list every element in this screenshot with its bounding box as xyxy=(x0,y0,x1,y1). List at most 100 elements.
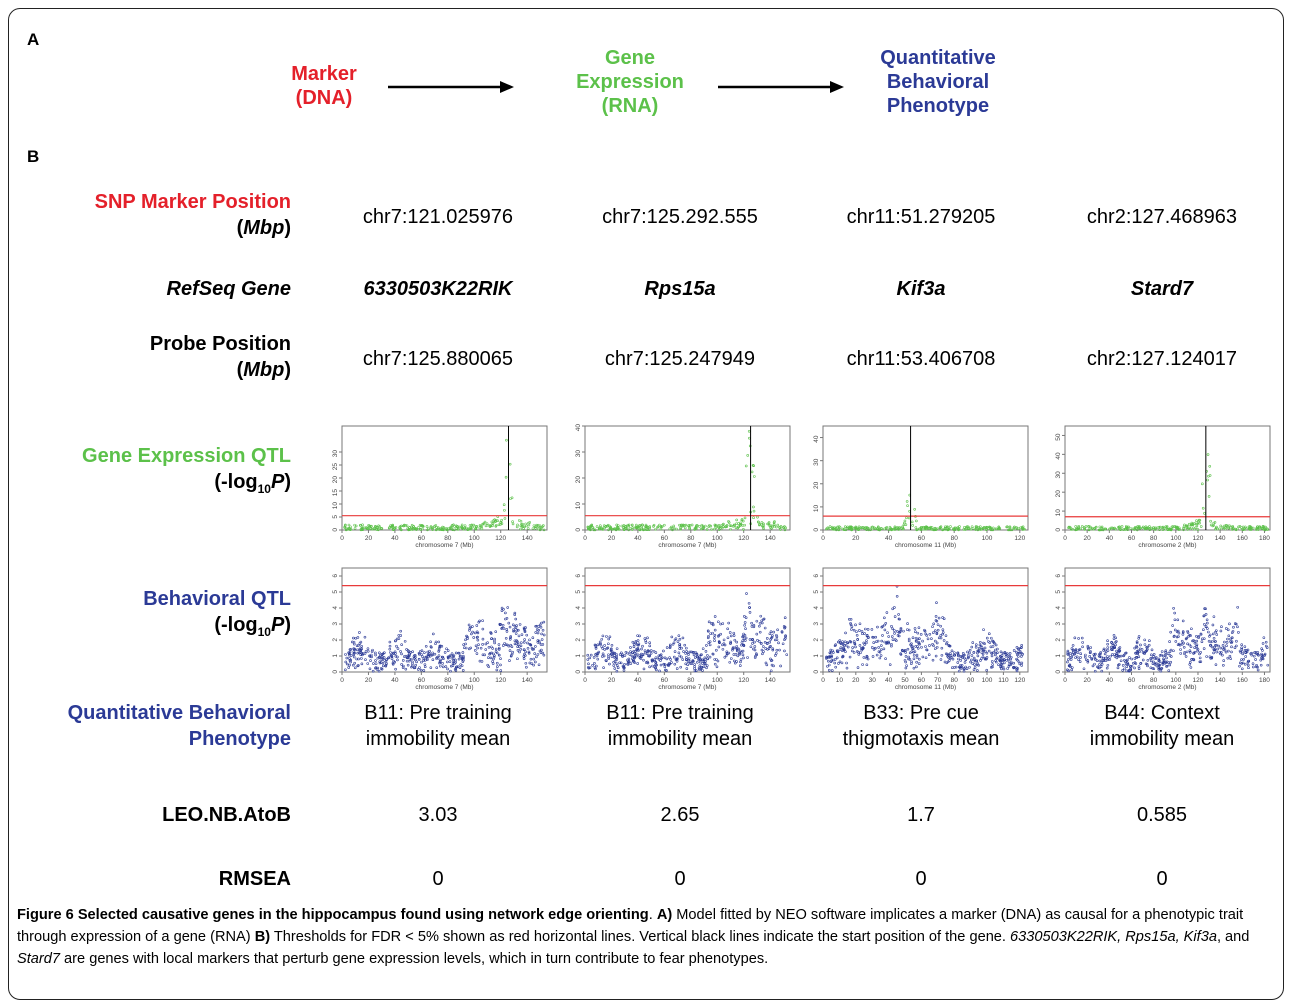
scatter-point xyxy=(1135,644,1138,648)
x-tick-label: 120 xyxy=(495,677,506,684)
scatter-point xyxy=(888,525,892,529)
scatter-point xyxy=(1213,640,1217,643)
scatter-point xyxy=(1166,652,1170,655)
scatter-point xyxy=(426,650,430,654)
scatter-point xyxy=(393,650,397,654)
scatter-point xyxy=(427,654,430,658)
scatter-point xyxy=(865,639,868,642)
scatter-point xyxy=(862,656,866,659)
scatter-point xyxy=(991,528,994,532)
scatter-point xyxy=(357,657,360,661)
scatter-point xyxy=(629,646,632,649)
scatter-point xyxy=(1102,658,1105,662)
flow-arrow-1 xyxy=(388,81,514,93)
scatter-point xyxy=(704,650,708,653)
scatter-point xyxy=(742,656,745,660)
scatter-point xyxy=(1229,525,1233,529)
x-tick-label: 0 xyxy=(583,535,587,542)
scatter-point xyxy=(513,642,517,646)
scatter-point xyxy=(1067,653,1070,657)
scatter-point xyxy=(830,669,834,672)
scatter-point xyxy=(827,655,831,659)
scatter-point xyxy=(855,527,859,531)
scatter-point xyxy=(1089,650,1092,653)
scatter-point xyxy=(347,523,351,527)
scatter-point xyxy=(963,661,967,664)
scatter-point xyxy=(1164,525,1168,528)
scatter-point xyxy=(915,665,918,669)
phenotype-value-1: B11: Pre training immobility mean xyxy=(364,702,512,750)
scatter-point xyxy=(1067,658,1070,661)
scatter-point xyxy=(449,525,453,529)
scatter-point xyxy=(662,662,666,666)
scatter-point xyxy=(522,648,526,652)
scatter-point xyxy=(739,521,742,525)
scatter-point xyxy=(586,526,590,530)
scatter-point xyxy=(502,503,506,507)
y-tick-label: 5 xyxy=(575,590,582,594)
flow-expression-line2: Expression xyxy=(576,71,684,93)
scatter-point xyxy=(1069,652,1072,655)
scatter-point xyxy=(503,517,507,520)
scatter-point xyxy=(1169,630,1172,634)
scatter-point xyxy=(696,661,699,664)
scatter-point xyxy=(1243,662,1247,666)
scatter-point xyxy=(988,641,992,644)
scatter-point xyxy=(733,638,737,642)
scatter-point xyxy=(890,625,893,628)
scatter-point xyxy=(855,633,859,637)
scatter-point xyxy=(762,527,765,530)
scatter-point xyxy=(1177,635,1180,638)
scatter-point xyxy=(1226,656,1230,660)
scatter-point xyxy=(959,659,963,662)
caption-title: Figure 6 Selected causative genes in the… xyxy=(17,907,649,923)
y-tick-label: 4 xyxy=(813,606,820,610)
scatter-point xyxy=(744,464,748,468)
scatter-point xyxy=(360,662,364,666)
scatter-point xyxy=(1020,646,1023,649)
scatter-point xyxy=(1100,660,1104,664)
scatter-point xyxy=(624,650,628,654)
scatter-point xyxy=(1150,526,1154,530)
scatter-point xyxy=(445,647,448,651)
scatter-point xyxy=(700,665,703,669)
scatter-point xyxy=(1106,649,1110,652)
scatter-point xyxy=(392,659,395,663)
scatter-point xyxy=(604,524,608,528)
scatter-point xyxy=(521,525,525,528)
scatter-point xyxy=(405,656,409,660)
scatter-point xyxy=(472,636,476,639)
scatter-point xyxy=(587,666,591,670)
scatter-point xyxy=(723,643,727,647)
y-tick-label: 30 xyxy=(813,458,820,466)
scatter-point xyxy=(685,667,689,670)
x-tick-label: 20 xyxy=(852,535,860,542)
scatter-point xyxy=(1191,639,1194,643)
scatter-point xyxy=(1161,661,1164,665)
scatter-point xyxy=(1114,643,1117,647)
scatter-point xyxy=(705,644,708,647)
scatter-point xyxy=(413,666,417,670)
scatter-point xyxy=(613,651,617,655)
scatter-point xyxy=(357,651,361,654)
scatter-point xyxy=(893,525,897,529)
scatter-point xyxy=(1066,649,1070,653)
scatter-point xyxy=(1182,528,1185,532)
scatter-point xyxy=(982,641,985,645)
scatter-point xyxy=(893,629,896,632)
scatter-point xyxy=(1212,615,1216,618)
scatter-point xyxy=(359,649,363,653)
scatter-point xyxy=(1163,661,1167,665)
scatter-point xyxy=(1147,526,1150,530)
scatter-point xyxy=(947,656,950,659)
scatter-point xyxy=(1186,631,1190,634)
scatter-point xyxy=(627,524,630,528)
scatter-point xyxy=(676,640,680,643)
scatter-point xyxy=(998,654,1002,658)
scatter-point xyxy=(387,526,391,530)
scatter-point xyxy=(1199,651,1202,654)
scatter-point xyxy=(968,648,972,652)
scatter-point xyxy=(1235,639,1238,643)
scatter-point xyxy=(905,500,909,503)
y-tick-label: 1 xyxy=(813,654,820,658)
